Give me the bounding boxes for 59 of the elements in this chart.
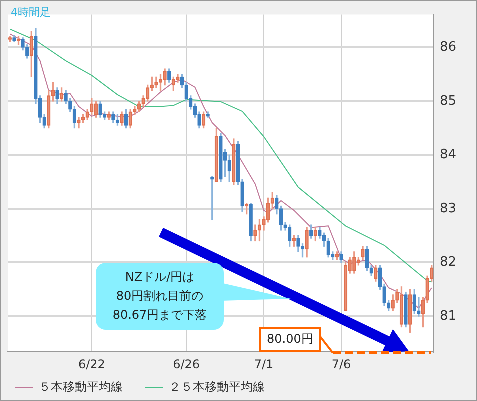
- candlestick: [258, 219, 262, 242]
- candlestick: [210, 176, 214, 220]
- candlestick: [214, 128, 219, 182]
- candlestick: [12, 35, 16, 43]
- candlestick: [94, 101, 98, 118]
- candlestick: [412, 289, 416, 314]
- candlestick: [107, 112, 111, 121]
- candlestick: [288, 224, 292, 247]
- candlestick: [305, 227, 309, 258]
- candlestick: [352, 252, 356, 274]
- candlestick: [112, 112, 116, 124]
- candlestick: [154, 76, 158, 88]
- candlestick: [47, 90, 51, 129]
- x-tick-label: 7/1: [254, 357, 274, 372]
- candlestick: [244, 203, 249, 215]
- candlestick: [326, 238, 330, 258]
- candlestick: [391, 294, 395, 312]
- candlestick: [163, 68, 167, 86]
- candlestick: [98, 101, 102, 118]
- candlestick: [232, 138, 236, 186]
- candlestick: [266, 198, 270, 223]
- x-tick-label: 6/22: [78, 357, 106, 372]
- candlestick: [90, 98, 94, 116]
- candlestick: [296, 236, 300, 252]
- y-tick-label: 86: [440, 40, 457, 55]
- candlestick: [408, 289, 412, 333]
- candlestick: [124, 109, 128, 129]
- x-tick-label: 6/26: [173, 357, 200, 372]
- candlestick: [344, 262, 348, 312]
- candlestick: [365, 246, 370, 272]
- y-tick-label: 85: [440, 94, 457, 109]
- x-tick-label: 7/6: [332, 357, 352, 372]
- y-tick-label: 82: [440, 255, 457, 270]
- candlestick: [146, 84, 150, 102]
- legend-label: ５本移動平均線: [39, 380, 123, 394]
- candlestick: [318, 227, 322, 239]
- candlestick: [404, 292, 408, 328]
- candlestick: [202, 112, 206, 129]
- candlestick: [21, 38, 25, 51]
- candlestick: [228, 154, 232, 182]
- y-tick-label: 83: [440, 201, 457, 216]
- candlestick: [72, 106, 77, 129]
- candlestick: [128, 109, 132, 129]
- candlestick: [254, 224, 258, 242]
- candlestick: [340, 252, 344, 264]
- candlestick: [361, 246, 365, 260]
- chart-title: 4時間足: [11, 5, 51, 20]
- y-tick-label: 84: [440, 148, 457, 163]
- candlestick: [219, 133, 223, 182]
- candlestick: [56, 88, 60, 104]
- candlestick: [400, 286, 404, 328]
- candlestick: [120, 112, 124, 126]
- candlestick: [292, 236, 296, 247]
- annotation: NZドル/円は 80円割れ目前の 80.67円まで下落: [112, 269, 208, 324]
- candlestick: [30, 31, 34, 78]
- y-tick-label: 81: [440, 308, 457, 324]
- annotation: 80.00円: [259, 327, 322, 352]
- candlestick: [150, 76, 154, 91]
- legend-label: ２５本移動平均線: [169, 380, 265, 394]
